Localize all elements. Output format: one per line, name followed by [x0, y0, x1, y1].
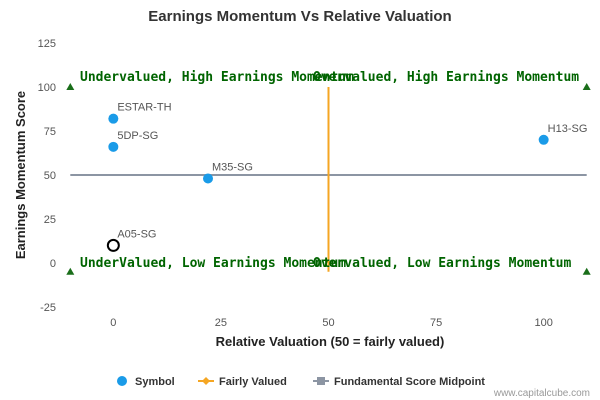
data-point-label: ESTAR-TH — [117, 102, 171, 114]
data-point — [203, 173, 214, 184]
legend: Symbol Fairly Valued Fundamental Score Mid… — [117, 376, 485, 388]
x-tick-label: 25 — [215, 317, 227, 329]
corner-markers — [66, 83, 591, 275]
data-point — [108, 141, 119, 152]
x-tick-label: 100 — [534, 317, 552, 329]
x-tick-label: 0 — [110, 317, 116, 329]
y-tick-label: 25 — [44, 214, 56, 226]
triangle-marker — [66, 267, 75, 275]
y-tick-label: 75 — [44, 126, 56, 138]
data-point-label: A05-SG — [117, 228, 156, 240]
y-tick-label: 100 — [38, 82, 56, 94]
data-point-label: H13-SG — [548, 123, 588, 135]
data-point — [108, 113, 119, 124]
y-axis-ticks: -25 0 25 50 75 100 125 — [38, 38, 56, 314]
data-point-label: 5DP-SG — [117, 130, 158, 142]
credit-text: www.capitalcube.com — [493, 388, 590, 399]
y-tick-label: 0 — [50, 258, 56, 270]
y-axis-label: Earnings Momentum Score — [13, 91, 28, 259]
quadrant-label: Overvalued, Low Earnings Momentum — [313, 256, 571, 271]
x-tick-label: 50 — [322, 317, 334, 329]
x-axis-label: Relative Valuation (50 = fairly valued) — [216, 334, 445, 349]
legend-square-marker — [317, 377, 325, 385]
quadrant-labels: Undervalued, High Earnings MomentumOverv… — [80, 70, 579, 271]
y-tick-label: -25 — [40, 302, 56, 314]
triangle-marker — [66, 83, 75, 90]
data-points: ESTAR-TH 5DP-SG M35-SG H13-SG A05-SG — [106, 102, 588, 252]
quadrant-label: UnderValued, Low Earnings Momentum — [80, 256, 346, 271]
y-tick-label: 125 — [38, 38, 56, 50]
legend-label-midpoint: Fundamental Score Midpoint — [334, 376, 485, 388]
legend-label-fairly-valued: Fairly Valued — [219, 376, 287, 388]
quadrant-label: Overvalued, High Earnings Momentum — [313, 70, 579, 85]
y-tick-label: 50 — [44, 170, 56, 182]
quadrant-label: Undervalued, High Earnings Momentum — [80, 70, 354, 85]
x-axis-ticks: 0 25 50 75 100 — [110, 317, 553, 329]
triangle-marker — [582, 83, 591, 90]
data-point-label: M35-SG — [212, 162, 253, 174]
legend-label-symbol: Symbol — [135, 376, 175, 388]
legend-symbol-marker — [117, 376, 127, 386]
data-point-highlighted — [106, 238, 120, 252]
chart-title: Earnings Momentum Vs Relative Valuation — [148, 8, 451, 25]
legend-diamond-marker — [202, 377, 210, 385]
reference-lines — [70, 87, 587, 272]
data-point — [538, 134, 549, 145]
triangle-marker — [582, 267, 591, 275]
x-tick-label: 75 — [430, 317, 442, 329]
